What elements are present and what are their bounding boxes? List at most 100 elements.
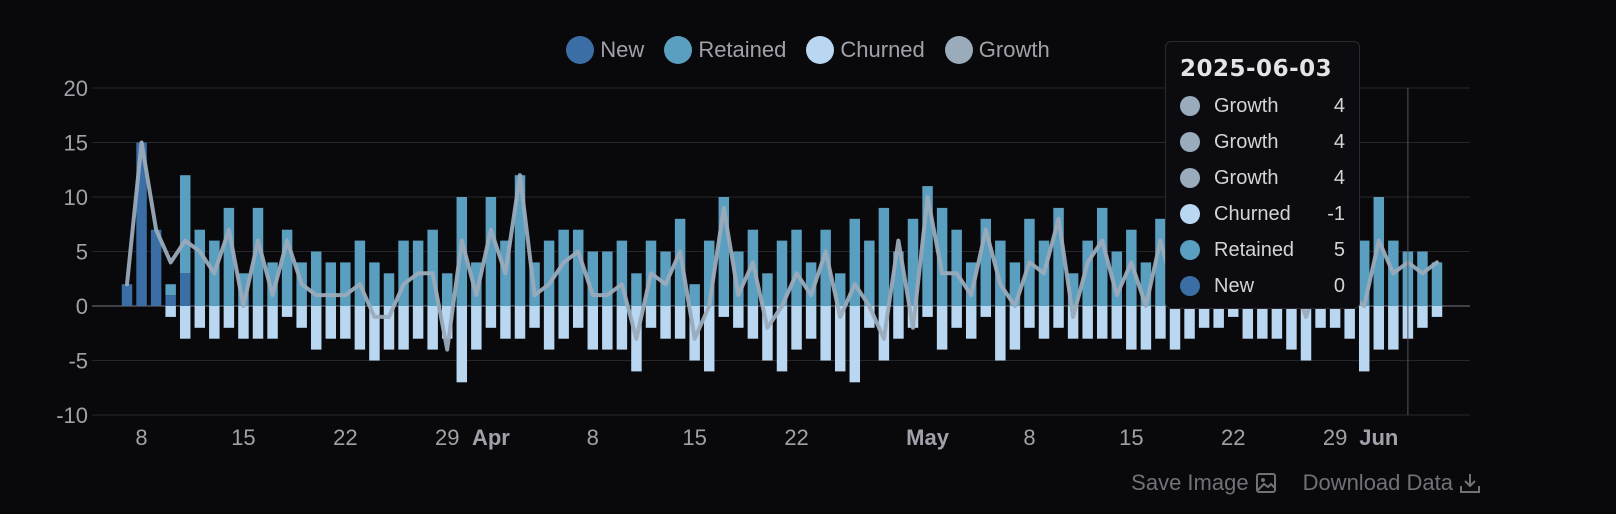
bar-retained[interactable] bbox=[805, 262, 817, 306]
bar-churned[interactable] bbox=[194, 306, 206, 328]
bar-churned[interactable] bbox=[456, 306, 468, 383]
bar-retained[interactable] bbox=[587, 251, 599, 307]
bar-churned[interactable] bbox=[849, 306, 861, 383]
bar-retained[interactable] bbox=[398, 240, 409, 306]
bar-churned[interactable] bbox=[1227, 306, 1239, 317]
bar-churned[interactable] bbox=[1388, 306, 1399, 350]
bar-churned[interactable] bbox=[252, 306, 264, 339]
bar-churned[interactable] bbox=[1096, 306, 1108, 339]
bar-new[interactable] bbox=[150, 229, 162, 306]
bar-retained[interactable] bbox=[1358, 240, 1370, 306]
bar-churned[interactable] bbox=[500, 306, 511, 339]
bar-retained[interactable] bbox=[471, 262, 482, 306]
bar-retained[interactable] bbox=[441, 273, 453, 306]
bar-churned[interactable] bbox=[179, 306, 191, 339]
bar-churned[interactable] bbox=[369, 306, 380, 361]
bar-churned[interactable] bbox=[1358, 306, 1370, 372]
bar-churned[interactable] bbox=[1198, 306, 1210, 328]
bar-churned[interactable] bbox=[951, 306, 962, 328]
bar-churned[interactable] bbox=[616, 306, 628, 350]
bar-retained[interactable] bbox=[1373, 197, 1385, 306]
legend-item-growth[interactable]: Growth bbox=[944, 36, 1050, 64]
bar-churned[interactable] bbox=[1344, 306, 1355, 339]
bar-retained[interactable] bbox=[427, 229, 438, 306]
bar-retained[interactable] bbox=[310, 251, 322, 307]
bar-retained[interactable] bbox=[703, 240, 715, 306]
bar-churned[interactable] bbox=[1242, 306, 1254, 339]
bar-retained[interactable] bbox=[1140, 262, 1152, 306]
bar-churned[interactable] bbox=[980, 306, 992, 317]
bar-churned[interactable] bbox=[281, 306, 293, 317]
bar-churned[interactable] bbox=[820, 306, 831, 361]
bar-churned[interactable] bbox=[441, 306, 453, 339]
bar-retained[interactable] bbox=[849, 218, 861, 306]
bar-retained[interactable] bbox=[340, 262, 351, 306]
bar-retained[interactable] bbox=[281, 229, 293, 306]
bar-churned[interactable] bbox=[1315, 306, 1326, 328]
bar-retained[interactable] bbox=[907, 218, 919, 306]
bar-retained[interactable] bbox=[1009, 262, 1021, 306]
bar-churned[interactable] bbox=[1169, 306, 1181, 350]
bar-churned[interactable] bbox=[1431, 306, 1443, 317]
bar-retained[interactable] bbox=[834, 273, 846, 306]
bar-retained[interactable] bbox=[514, 175, 526, 306]
legend-item-new[interactable]: New bbox=[566, 36, 644, 64]
bar-churned[interactable] bbox=[733, 306, 744, 328]
bar-new[interactable] bbox=[121, 284, 133, 306]
bar-retained[interactable] bbox=[733, 251, 744, 307]
bar-churned[interactable] bbox=[485, 306, 497, 328]
bar-churned[interactable] bbox=[383, 306, 395, 350]
bar-retained[interactable] bbox=[194, 229, 206, 306]
bar-retained[interactable] bbox=[1067, 273, 1079, 306]
bar-retained[interactable] bbox=[602, 251, 613, 307]
bar-churned[interactable] bbox=[1009, 306, 1021, 350]
bar-retained[interactable] bbox=[1155, 218, 1166, 306]
bar-churned[interactable] bbox=[165, 306, 176, 317]
bar-churned[interactable] bbox=[412, 306, 424, 339]
legend-item-retained[interactable]: Retained bbox=[664, 36, 786, 64]
bar-churned[interactable] bbox=[1286, 306, 1297, 350]
bar-retained[interactable] bbox=[354, 240, 366, 306]
bar-retained[interactable] bbox=[179, 175, 191, 274]
bar-churned[interactable] bbox=[762, 306, 773, 361]
bar-retained[interactable] bbox=[543, 240, 555, 306]
bar-churned[interactable] bbox=[602, 306, 613, 350]
bar-churned[interactable] bbox=[572, 306, 584, 328]
bar-churned[interactable] bbox=[1082, 306, 1093, 339]
bar-churned[interactable] bbox=[1184, 306, 1195, 339]
bar-churned[interactable] bbox=[1038, 306, 1050, 339]
bar-churned[interactable] bbox=[864, 306, 875, 328]
bar-retained[interactable] bbox=[878, 207, 890, 306]
bar-churned[interactable] bbox=[514, 306, 526, 339]
bar-churned[interactable] bbox=[238, 306, 249, 339]
bar-new[interactable] bbox=[165, 295, 176, 306]
bar-retained[interactable] bbox=[660, 251, 671, 307]
bar-retained[interactable] bbox=[922, 186, 933, 306]
bar-retained[interactable] bbox=[572, 229, 584, 306]
bar-churned[interactable] bbox=[995, 306, 1006, 361]
bar-churned[interactable] bbox=[1417, 306, 1428, 328]
legend-item-churned[interactable]: Churned bbox=[806, 36, 925, 64]
bar-retained[interactable] bbox=[980, 218, 992, 306]
bar-churned[interactable] bbox=[893, 306, 904, 339]
bar-retained[interactable] bbox=[1082, 240, 1093, 306]
bar-retained[interactable] bbox=[165, 284, 176, 296]
bar-churned[interactable] bbox=[747, 306, 759, 339]
bar-retained[interactable] bbox=[762, 273, 773, 306]
bar-retained[interactable] bbox=[820, 229, 831, 306]
bar-churned[interactable] bbox=[718, 306, 730, 317]
bar-new[interactable] bbox=[136, 142, 147, 307]
bar-retained[interactable] bbox=[631, 273, 642, 306]
bar-churned[interactable] bbox=[1213, 306, 1224, 328]
bar-churned[interactable] bbox=[543, 306, 555, 350]
bar-churned[interactable] bbox=[936, 306, 948, 350]
bar-churned[interactable] bbox=[776, 306, 788, 372]
bar-churned[interactable] bbox=[1300, 306, 1312, 361]
bar-churned[interactable] bbox=[791, 306, 802, 350]
bar-churned[interactable] bbox=[645, 306, 657, 328]
bar-churned[interactable] bbox=[354, 306, 366, 350]
bar-new[interactable] bbox=[179, 273, 191, 306]
bar-retained[interactable] bbox=[1096, 207, 1108, 306]
bar-retained[interactable] bbox=[558, 229, 569, 306]
bar-churned[interactable] bbox=[1257, 306, 1268, 339]
